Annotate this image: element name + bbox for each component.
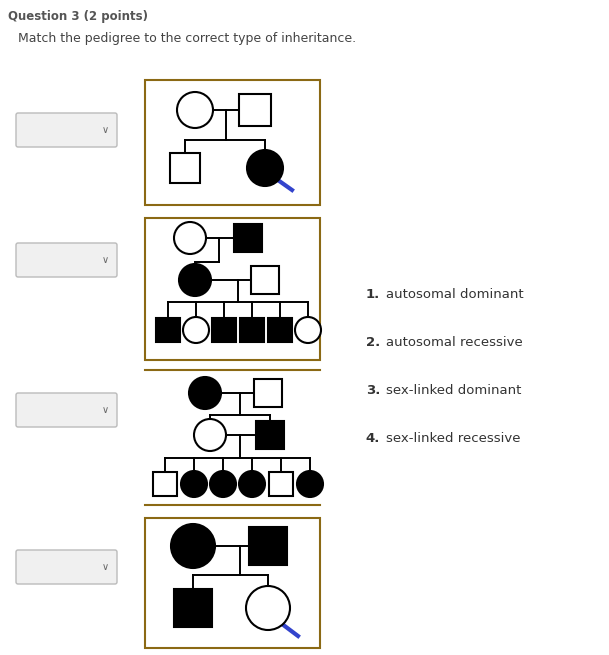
Text: Question 3 (2 points): Question 3 (2 points) (8, 10, 148, 23)
Text: ∨: ∨ (102, 255, 108, 265)
Bar (170, 153, 200, 183)
Bar (240, 318, 264, 342)
Text: Match the pedigree to the correct type of inheritance.: Match the pedigree to the correct type o… (18, 32, 356, 45)
Bar (269, 472, 293, 496)
FancyBboxPatch shape (16, 243, 117, 277)
FancyBboxPatch shape (16, 393, 117, 427)
Circle shape (239, 471, 265, 497)
Text: ∨: ∨ (102, 405, 108, 415)
Circle shape (171, 524, 215, 568)
Bar (153, 472, 177, 496)
Text: sex-linked recessive: sex-linked recessive (386, 432, 521, 445)
Bar (145, 80, 320, 205)
Circle shape (247, 150, 283, 186)
Circle shape (210, 471, 236, 497)
Bar (256, 421, 284, 449)
Circle shape (183, 317, 209, 343)
FancyBboxPatch shape (16, 550, 117, 584)
Text: 3.: 3. (365, 384, 380, 398)
Text: ∨: ∨ (102, 562, 108, 572)
Bar (268, 318, 292, 342)
Circle shape (174, 222, 206, 254)
Circle shape (181, 471, 207, 497)
Text: autosomal recessive: autosomal recessive (386, 337, 523, 350)
Text: autosomal dominant: autosomal dominant (386, 288, 524, 301)
Circle shape (177, 92, 213, 128)
Text: 2.: 2. (366, 337, 380, 350)
Circle shape (246, 586, 290, 630)
FancyBboxPatch shape (16, 113, 117, 147)
Bar (174, 589, 212, 627)
Circle shape (179, 264, 211, 296)
Circle shape (295, 317, 321, 343)
Text: 1.: 1. (366, 288, 380, 301)
Text: ∨: ∨ (102, 125, 108, 135)
Circle shape (189, 377, 221, 409)
Bar (145, 518, 320, 648)
Bar (251, 266, 279, 294)
Bar (212, 318, 236, 342)
Text: 4.: 4. (365, 432, 380, 445)
Bar (239, 94, 271, 126)
Bar (254, 379, 282, 407)
Bar (249, 527, 287, 565)
Text: sex-linked dominant: sex-linked dominant (386, 384, 521, 398)
Bar (234, 224, 262, 252)
Bar (156, 318, 180, 342)
Circle shape (297, 471, 323, 497)
Circle shape (194, 419, 226, 451)
Bar (145, 218, 320, 360)
